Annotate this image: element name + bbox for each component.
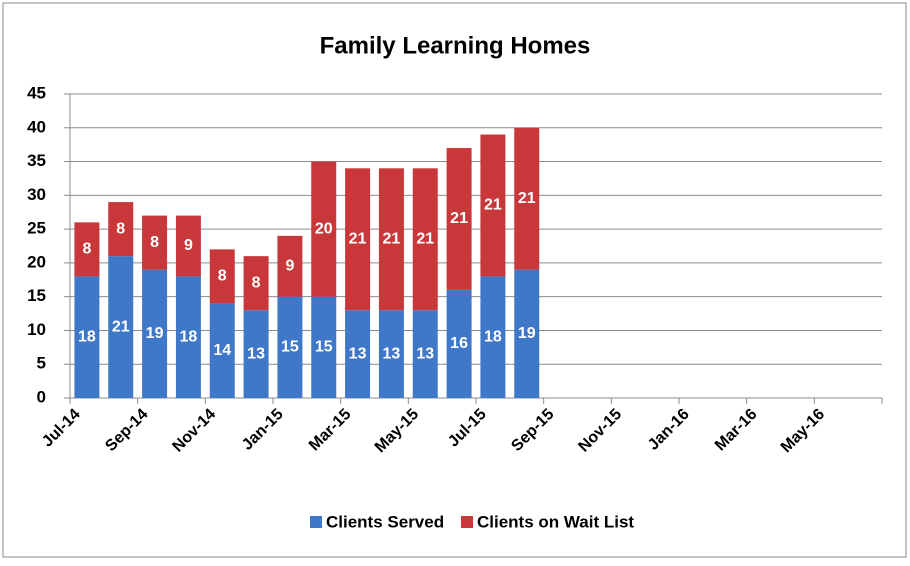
bar-segment — [277, 235, 303, 297]
chart-title: Family Learning Homes — [320, 32, 591, 59]
data-label: 9 — [184, 237, 193, 254]
bar-segment — [175, 215, 201, 277]
data-label: 20 — [315, 220, 333, 237]
bar-segment — [277, 296, 303, 398]
y-tick-label: 25 — [27, 219, 46, 238]
data-label: 21 — [518, 190, 536, 207]
bar-segment — [446, 289, 472, 398]
data-label: 15 — [281, 339, 299, 356]
bar-segment — [412, 310, 438, 398]
data-label: 18 — [180, 328, 198, 345]
y-tick-label: 40 — [27, 117, 46, 136]
data-label: 13 — [416, 345, 434, 362]
legend-label: Clients Served — [326, 512, 444, 531]
data-label: 8 — [252, 274, 261, 291]
bar-segment — [311, 296, 337, 398]
bar-segment — [514, 127, 540, 270]
data-label: 19 — [518, 325, 536, 342]
bar-segment — [243, 310, 269, 398]
bar-segment — [514, 269, 540, 398]
y-tick-label: 0 — [37, 387, 46, 406]
bar-segment — [480, 134, 506, 277]
data-label: 15 — [315, 339, 333, 356]
bar-segment — [243, 256, 269, 311]
data-label: 21 — [484, 197, 502, 214]
bar-segment — [142, 269, 168, 398]
bar-segment — [108, 256, 134, 398]
data-label: 18 — [484, 328, 502, 345]
data-label: 21 — [112, 318, 130, 335]
data-label: 21 — [349, 230, 367, 247]
y-tick-label: 45 — [27, 83, 46, 102]
data-label: 8 — [218, 268, 227, 285]
data-label: 21 — [416, 230, 434, 247]
bar-segment — [446, 148, 472, 290]
legend-swatch — [461, 516, 473, 528]
data-label: 9 — [285, 257, 294, 274]
data-label: 13 — [247, 345, 265, 362]
data-label: 19 — [146, 325, 164, 342]
bar-segment — [378, 310, 404, 398]
bar-segment — [142, 215, 168, 270]
y-tick-label: 20 — [27, 252, 46, 271]
data-label: 18 — [78, 328, 96, 345]
y-tick-label: 5 — [37, 354, 46, 373]
bar-segment — [311, 161, 337, 297]
bar-segment — [175, 276, 201, 398]
data-label: 21 — [383, 230, 401, 247]
data-label: 16 — [450, 335, 468, 352]
bar-segment — [209, 249, 235, 304]
data-label: 8 — [116, 220, 125, 237]
bar-segment — [412, 168, 438, 311]
data-label: 8 — [82, 241, 91, 258]
y-tick-label: 15 — [27, 286, 46, 305]
data-label: 13 — [349, 345, 367, 362]
bar-segment — [74, 276, 100, 398]
bar-segment — [108, 202, 134, 257]
bar-segment — [480, 276, 506, 398]
bar-segment — [378, 168, 404, 311]
legend-swatch — [310, 516, 322, 528]
y-tick-label: 30 — [27, 185, 46, 204]
y-tick-label: 35 — [27, 151, 46, 170]
bar-segment — [345, 310, 371, 398]
bar-segment — [209, 303, 235, 398]
data-label: 14 — [213, 342, 231, 359]
data-label: 13 — [383, 345, 401, 362]
y-tick-label: 10 — [27, 320, 46, 339]
data-label: 21 — [450, 210, 468, 227]
data-label: 8 — [150, 234, 159, 251]
bar-segment — [345, 168, 371, 311]
legend-label: Clients on Wait List — [477, 512, 634, 531]
bar-segment — [74, 222, 100, 277]
